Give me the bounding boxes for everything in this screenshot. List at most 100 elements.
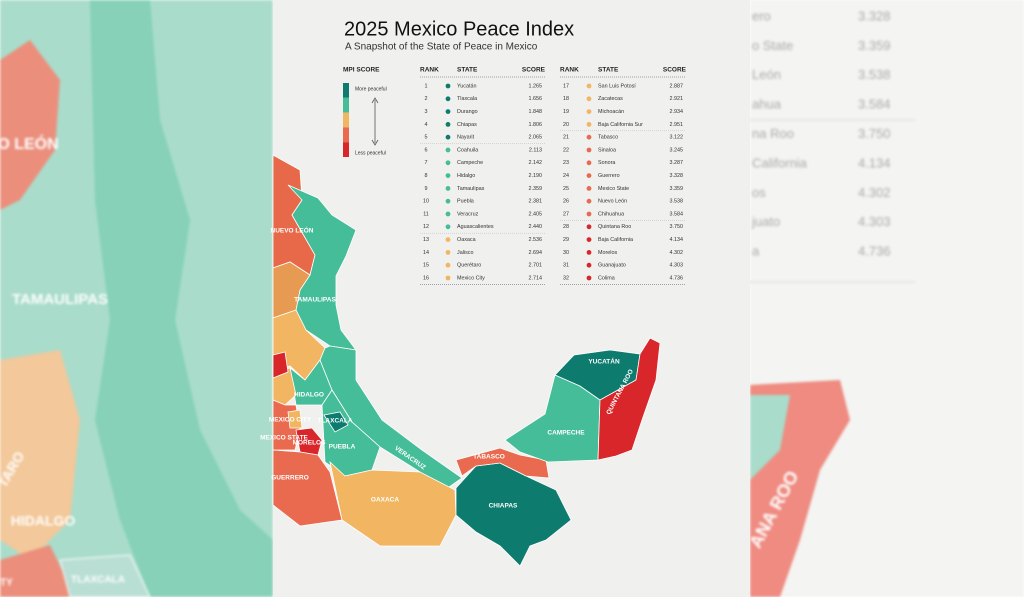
background-label: TLAXCALA: [71, 575, 125, 586]
map-label: HIDALGO: [294, 392, 324, 399]
background-score: 4.302: [858, 185, 891, 200]
map-label: MORELOS: [293, 440, 327, 447]
score: 4.303: [670, 263, 684, 269]
state-name: Sinaloa: [598, 147, 616, 153]
score-dot: [445, 198, 451, 204]
score-dot: [586, 250, 592, 255]
rank: 12: [423, 224, 429, 230]
score-dot: [445, 224, 451, 230]
rank: 30: [563, 250, 569, 256]
score-dot: [445, 211, 451, 217]
state-name: Sonora: [598, 160, 615, 166]
rank: 23: [563, 160, 569, 166]
left-region: [0, 350, 80, 560]
state-name: Campeche: [457, 160, 483, 166]
legend-title: MPI SCORE: [343, 67, 380, 74]
background-score: 3.328: [858, 8, 891, 23]
score-dot: [586, 134, 592, 140]
map-label: GUERRERO: [271, 475, 309, 482]
score-dot: [445, 122, 451, 127]
column-header: RANK: [560, 67, 579, 74]
left-region: [0, 545, 75, 597]
map-label: CHIAPAS: [489, 503, 518, 510]
state-name: Hidalgo: [457, 173, 475, 179]
right-background: [750, 0, 1024, 597]
score-dot: [586, 198, 592, 204]
score-dot: [445, 186, 451, 191]
background-score: 3.538: [858, 67, 891, 82]
map-label: CAMPECHE: [547, 430, 585, 437]
state-name: Nuevo León: [598, 199, 627, 205]
background-score: 4.303: [858, 214, 891, 229]
score: 2.921: [670, 96, 684, 102]
state-name: Mexico City: [457, 275, 485, 281]
score: 2.714: [529, 275, 543, 281]
score: 2.536: [529, 237, 543, 243]
rank: 18: [563, 96, 569, 102]
score-dot: [586, 83, 592, 89]
score-dot: [586, 122, 592, 127]
background-score: 4.736: [858, 244, 891, 259]
map-label: TLAXCALA: [317, 418, 352, 425]
background-label: TAMAULIPAS: [12, 291, 108, 308]
score: 2.190: [529, 173, 543, 179]
legend-swatch: [343, 83, 349, 98]
state-name: Querétaro: [457, 263, 481, 269]
rank: 29: [563, 237, 569, 243]
score: 2.065: [529, 135, 543, 141]
rank: 28: [563, 224, 569, 230]
column-header: SCORE: [522, 67, 546, 74]
rank: 2: [425, 96, 428, 102]
state-name: Jalisco: [457, 250, 473, 256]
state-shape: [323, 411, 349, 433]
score: 2.887: [670, 83, 684, 89]
score: 2.142: [529, 160, 543, 166]
score-dot: [586, 147, 592, 153]
score-dot: [445, 262, 451, 268]
state-name: Baja California Sur: [598, 122, 643, 128]
rank: 17: [563, 83, 569, 89]
column-header: RANK: [420, 67, 439, 74]
score-dot: [586, 109, 592, 114]
score: 2.934: [670, 109, 684, 115]
score-dot: [586, 237, 592, 243]
background-state: California: [752, 155, 808, 170]
rank: 5: [425, 135, 428, 141]
rank: 22: [563, 147, 569, 153]
rank: 14: [423, 250, 429, 256]
rank: 11: [423, 211, 429, 217]
rank: 25: [563, 186, 569, 192]
score: 2.113: [529, 147, 542, 153]
left-region: [59, 554, 151, 597]
rank: 1: [425, 83, 428, 89]
column-header: STATE: [457, 67, 478, 74]
rank: 21: [563, 135, 569, 141]
state-shape: [272, 449, 343, 527]
score: 4.302: [670, 250, 684, 256]
score: 3.287: [670, 160, 684, 166]
state-shape: [455, 447, 550, 479]
legend-arrowheads: [371, 97, 379, 146]
state-shape: [272, 351, 289, 379]
rank: 7: [425, 160, 428, 166]
left-region: [90, 0, 273, 597]
legend-swatch: [343, 112, 349, 128]
background-score: 3.584: [858, 97, 891, 112]
map-label: MEXICO STATE: [260, 435, 308, 442]
rank: 6: [425, 147, 428, 153]
score: 3.328: [670, 173, 684, 179]
legend-bar: [343, 83, 349, 157]
state-name: Michoacán: [598, 109, 624, 115]
score: 2.694: [529, 250, 543, 256]
score-dot: [586, 96, 592, 102]
score: 4.134: [670, 237, 684, 243]
state-name: Morelos: [598, 250, 617, 256]
rank: 13: [423, 237, 429, 243]
map-label: OAXACA: [371, 497, 399, 504]
score-dot: [445, 160, 451, 166]
background-state: na Roo: [752, 126, 794, 141]
score-dot: [586, 224, 592, 230]
state-name: Nayarit: [457, 135, 475, 141]
background-label: ITY: [0, 578, 13, 589]
